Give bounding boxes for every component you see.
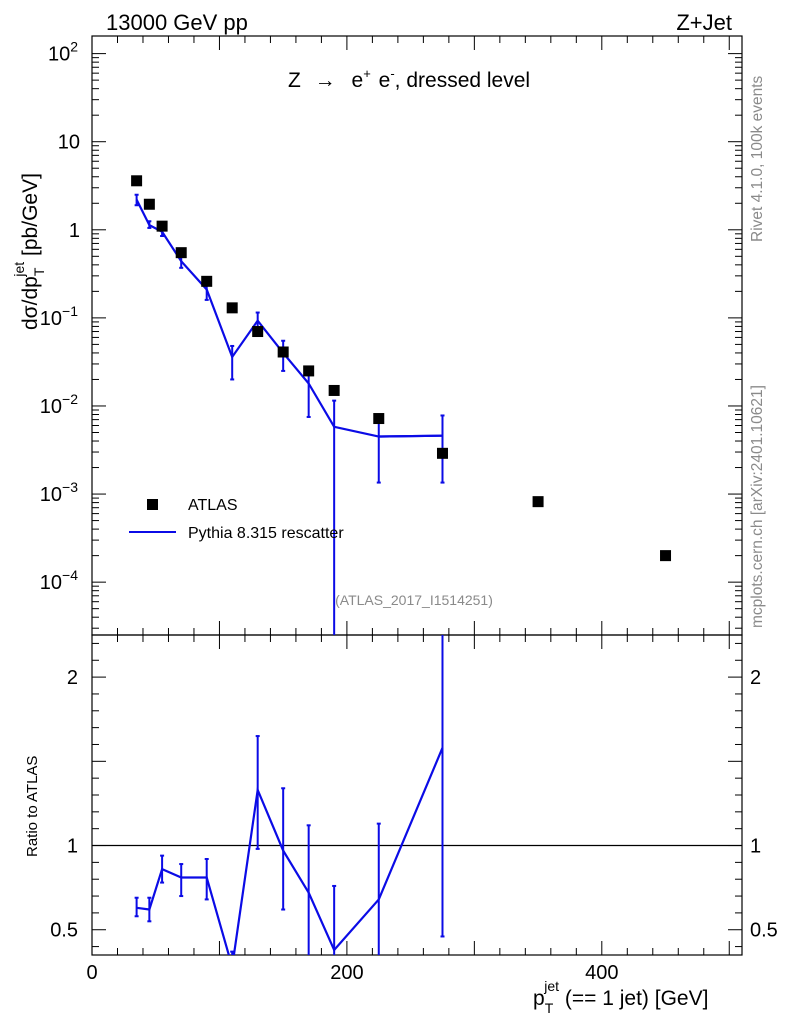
y-tick-label-top: 10−1	[40, 303, 78, 330]
atlas-data-point	[143, 198, 155, 210]
x-tick-label: 200	[330, 962, 363, 984]
y-axis-label-top: dσ/dpTjet [pb/GeV]	[11, 173, 47, 330]
x-tick-labels: 0 200 400	[86, 962, 618, 984]
atlas-data-point	[277, 346, 289, 358]
mc-series-ratio	[134, 635, 445, 955]
chart-title: Z → e+ e-, dressed level	[288, 60, 530, 92]
atlas-data-point	[175, 247, 187, 259]
top-panel-frame	[91, 35, 743, 636]
y-tick-label-bottom-right: 0.5	[750, 920, 778, 942]
y-tick-labels-bottom: 0.5 0.5 1 1 2 2	[50, 667, 778, 942]
pythia-ratio-line	[136, 747, 444, 955]
atlas-data-point	[328, 384, 340, 396]
y-tick-label-top: 1	[69, 220, 80, 242]
atlas-data-point	[252, 326, 264, 338]
y-tick-label-top: 102	[48, 39, 78, 66]
mcplots-label: mcplots.cern.ch [arXiv:2401.10621]	[749, 385, 766, 628]
x-tick-label: 0	[86, 962, 97, 984]
header-right: Z+Jet	[676, 10, 732, 35]
atlas-data-point	[201, 275, 213, 287]
bottom-panel-frame	[91, 634, 743, 956]
y-tick-label-bottom-left: 1	[67, 836, 78, 858]
y-tick-label-bottom-left: 0.5	[50, 920, 78, 942]
header-left: 13000 GeV pp	[106, 10, 248, 35]
y-tick-label-top: 10	[58, 132, 80, 154]
pythia-segment-top	[378, 434, 443, 438]
y-tick-labels-top: 102 10 1 10−1 10−2 10−3 10−4	[40, 39, 80, 595]
pythia-line-top	[135, 199, 443, 438]
atlas-data-point	[436, 447, 448, 459]
tick-marks	[91, 36, 742, 955]
y-axis-label-bottom: Ratio to ATLAS	[24, 756, 41, 857]
mc-series-top	[134, 193, 445, 635]
y-tick-label-top: 10−3	[40, 479, 78, 506]
y-tick-label-top: 10−2	[40, 391, 78, 418]
legend: ATLAS Pythia 8.315 rescatter	[129, 497, 344, 542]
y-tick-label-bottom-right: 2	[750, 667, 761, 689]
atlas-data-point	[532, 496, 544, 508]
legend-label-atlas: ATLAS	[188, 497, 238, 514]
data-series-top	[131, 175, 672, 562]
legend-marker-atlas	[147, 499, 158, 510]
y-tick-label-bottom-right: 1	[750, 836, 761, 858]
atlas-data-point	[373, 413, 385, 425]
legend-label-pythia: Pythia 8.315 rescatter	[188, 525, 344, 542]
atlas-data-point	[660, 550, 672, 562]
atlas-data-point	[131, 175, 143, 187]
analysis-watermark: (ATLAS_2017_I1514251)	[335, 592, 493, 608]
y-tick-label-top: 10−4	[40, 567, 78, 594]
x-tick-label: 400	[585, 962, 618, 984]
x-axis-label: pTjet (== 1 jet) [GeV]	[533, 978, 708, 1016]
atlas-data-point	[226, 302, 238, 314]
atlas-data-point	[303, 365, 315, 377]
rivet-label: Rivet 4.1.0, 100k events	[749, 75, 766, 242]
y-tick-label-bottom-left: 2	[67, 667, 78, 689]
atlas-data-point	[156, 220, 168, 232]
